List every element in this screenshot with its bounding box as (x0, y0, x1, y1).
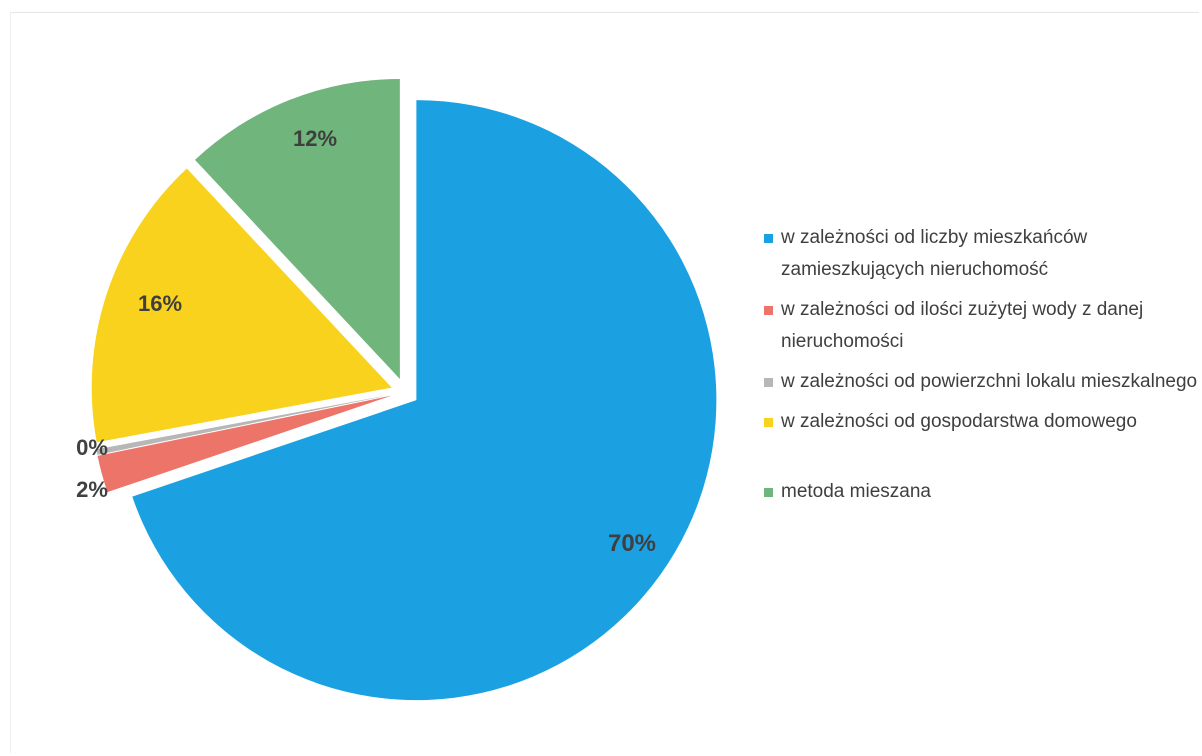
legend-label: w zależności od ilości zużytej wody z da… (781, 299, 1144, 352)
data-label: 70% (608, 530, 656, 557)
pie-slice (194, 78, 400, 379)
legend-item-gospodarstwo-domowe: w zależności od gospodarstwa domowego (764, 406, 1200, 438)
legend-label: metoda mieszana (781, 481, 931, 502)
pie-slice (96, 394, 392, 455)
legend-item-metoda-mieszana: metoda mieszana (764, 476, 1200, 508)
legend-label: w zależności od powierzchni lokalu miesz… (781, 371, 1198, 392)
chart-frame (10, 12, 1199, 753)
pie-slice (97, 395, 392, 493)
legend-swatch-icon (764, 488, 773, 497)
pie-slice (132, 100, 717, 701)
chart-legend: w zależności od liczby mieszkańców zamie… (764, 222, 1200, 508)
data-label: 0% (76, 435, 108, 460)
legend-label: w zależności od liczby mieszkańców zamie… (781, 227, 1088, 280)
legend-item-powierzchnia-lokalu: w zależności od powierzchni lokalu miesz… (764, 366, 1200, 398)
legend-label: w zależności od gospodarstwa domowego (781, 411, 1137, 432)
pie-slice (91, 168, 392, 443)
legend-item-liczba-mieszkancow: w zależności od liczby mieszkańców zamie… (764, 222, 1200, 286)
legend-swatch-icon (764, 418, 773, 427)
legend-swatch-icon (764, 234, 773, 243)
data-label: 16% (138, 291, 182, 316)
pie-chart: 70% 2% 0% 16% 12% (76, 78, 717, 701)
legend-item-zuzycie-wody: w zależności od ilości zużytej wody z da… (764, 294, 1200, 358)
legend-swatch-icon (764, 378, 773, 387)
data-label: 12% (293, 126, 337, 151)
legend-swatch-icon (764, 306, 773, 315)
data-label: 2% (76, 477, 108, 502)
